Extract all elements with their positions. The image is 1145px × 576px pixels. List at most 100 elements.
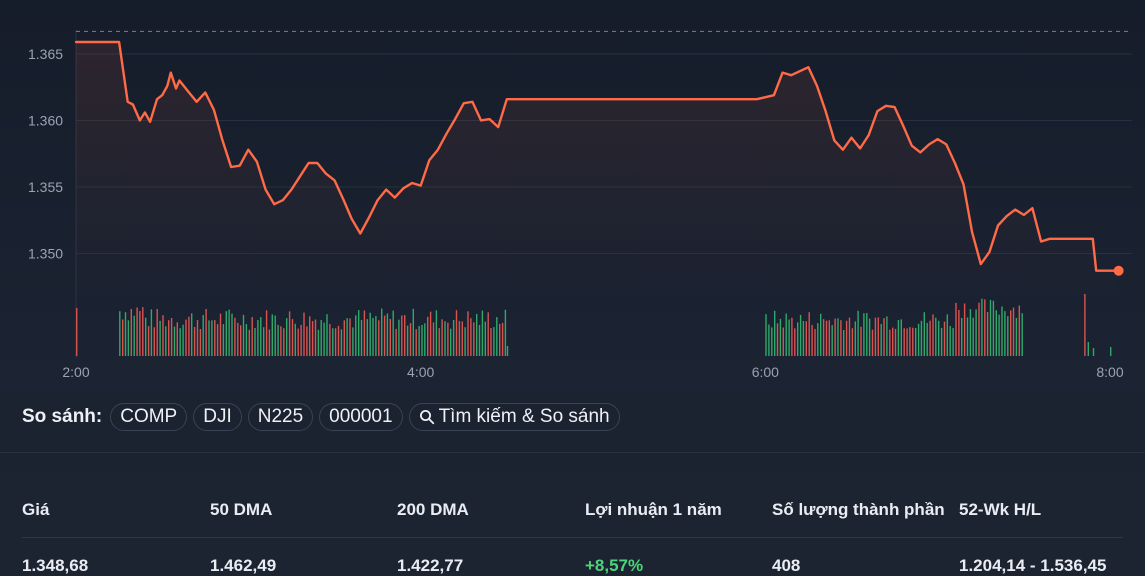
- volume-bar: [450, 328, 452, 356]
- search-compare-label: Tìm kiếm & So sánh: [438, 406, 610, 427]
- volume-bar: [845, 320, 848, 356]
- volume-bar: [995, 310, 997, 356]
- x-tick-label: 2:00: [62, 364, 89, 380]
- x-tick-label: 8:00: [1096, 364, 1123, 380]
- volume-bar: [435, 310, 438, 356]
- volume-bar: [854, 321, 856, 356]
- volume-bar: [958, 310, 960, 356]
- volume-bar: [935, 317, 937, 356]
- volume-bar: [208, 320, 210, 356]
- stat-value: 408: [772, 556, 801, 575]
- volume-bar: [771, 327, 773, 356]
- volume-bar: [860, 326, 862, 356]
- volume-bar: [297, 328, 299, 356]
- volume-bar: [216, 324, 219, 356]
- volume-bar: [892, 327, 894, 356]
- volume-bar: [1015, 317, 1018, 356]
- volume-bar: [504, 309, 507, 356]
- volume-bar: [848, 317, 851, 356]
- volume-bar: [496, 317, 498, 356]
- volume-bar: [265, 310, 268, 356]
- volume-bar: [188, 316, 190, 356]
- volume-bar: [182, 324, 184, 356]
- volume-bar: [978, 302, 980, 356]
- volume-bar: [868, 318, 871, 356]
- volume-bar: [828, 320, 830, 356]
- volume-bar: [799, 314, 802, 356]
- volume-bar: [1087, 342, 1089, 356]
- volume-bar: [1001, 306, 1003, 356]
- compare-bar: So sánh: COMP DJI N225 000001 Tìm kiếm &…: [22, 402, 620, 432]
- volume-bar: [802, 321, 805, 356]
- volume-bar: [260, 317, 262, 356]
- volume-bar: [493, 327, 495, 356]
- volume-bar: [915, 328, 917, 356]
- volume-bar: [765, 314, 767, 356]
- volume-bar: [124, 312, 127, 356]
- volume-bar: [797, 322, 799, 356]
- volume-bar: [464, 327, 466, 356]
- volume-bar: [889, 329, 891, 356]
- volume-bar: [478, 324, 481, 356]
- volume-bar: [1007, 316, 1009, 356]
- volume-bar: [788, 319, 790, 356]
- compare-label: So sánh:: [22, 406, 103, 427]
- volume-bar: [986, 312, 989, 356]
- volume-bar: [438, 328, 440, 356]
- volume-bar: [490, 328, 492, 356]
- volume-bar: [444, 321, 446, 356]
- y-tick-label: 1.360: [28, 112, 63, 128]
- volume-bar: [320, 320, 322, 356]
- volume-bar: [133, 315, 135, 356]
- volume-bar: [352, 327, 354, 356]
- compare-chip-comp[interactable]: COMP: [110, 403, 188, 431]
- volume-bar: [782, 327, 784, 356]
- volume-bar: [340, 329, 343, 356]
- volume-bar: [251, 317, 253, 356]
- compare-chip-dji[interactable]: DJI: [193, 403, 242, 431]
- volume-bar: [831, 325, 833, 356]
- volume-bar: [1092, 348, 1095, 356]
- volume-bar: [794, 328, 796, 356]
- volume-bar: [372, 318, 374, 356]
- volume-bar: [481, 310, 484, 356]
- volume-bar: [837, 318, 839, 356]
- volume-bar: [153, 327, 155, 356]
- volume-bar: [779, 318, 782, 356]
- volume-bar: [1110, 347, 1112, 356]
- volume-bar: [245, 324, 248, 356]
- volume-bar: [774, 310, 776, 356]
- volume-bar: [825, 320, 828, 356]
- search-compare-button[interactable]: Tìm kiếm & So sánh: [408, 403, 620, 431]
- volume-bar: [992, 300, 995, 356]
- volume-bar: [274, 315, 276, 356]
- volume-bar: [375, 316, 377, 356]
- volume-bar: [949, 326, 951, 356]
- price-chart[interactable]: 1.365 1.360 1.355 1.350 2:00 4:00 6:00 8:00: [0, 0, 1145, 392]
- volume-bar: [955, 302, 957, 356]
- volume-bar: [136, 307, 138, 356]
- volume-bar: [834, 318, 836, 356]
- compare-chip-000001[interactable]: 000001: [319, 403, 403, 431]
- volume-bar: [309, 316, 311, 356]
- volume-bar: [159, 320, 161, 356]
- stat-label: Lợi nhuận 1 năm: [585, 500, 722, 519]
- price-area: [76, 42, 1119, 300]
- compare-chip-n225[interactable]: N225: [247, 403, 314, 431]
- volume-bar: [906, 328, 908, 356]
- volume-bar: [808, 312, 810, 356]
- volume-bar: [346, 318, 348, 356]
- volume-bar: [277, 324, 279, 356]
- stats-panel: Giá 1.348,68 50 DMA 1.462,49 200 DMA 1.4…: [0, 473, 1145, 576]
- volume-bar: [234, 317, 236, 356]
- volume-bar: [1010, 310, 1012, 356]
- volume-bar: [768, 324, 770, 356]
- volume-bar: [877, 317, 879, 356]
- volume-bar: [271, 314, 273, 356]
- volume-bar: [932, 314, 934, 356]
- volume-bar: [389, 319, 391, 356]
- stats-separator: [22, 537, 1123, 538]
- volume-bar: [817, 323, 819, 356]
- stat-label: 50 DMA: [210, 500, 273, 519]
- volume-bar: [998, 314, 1000, 356]
